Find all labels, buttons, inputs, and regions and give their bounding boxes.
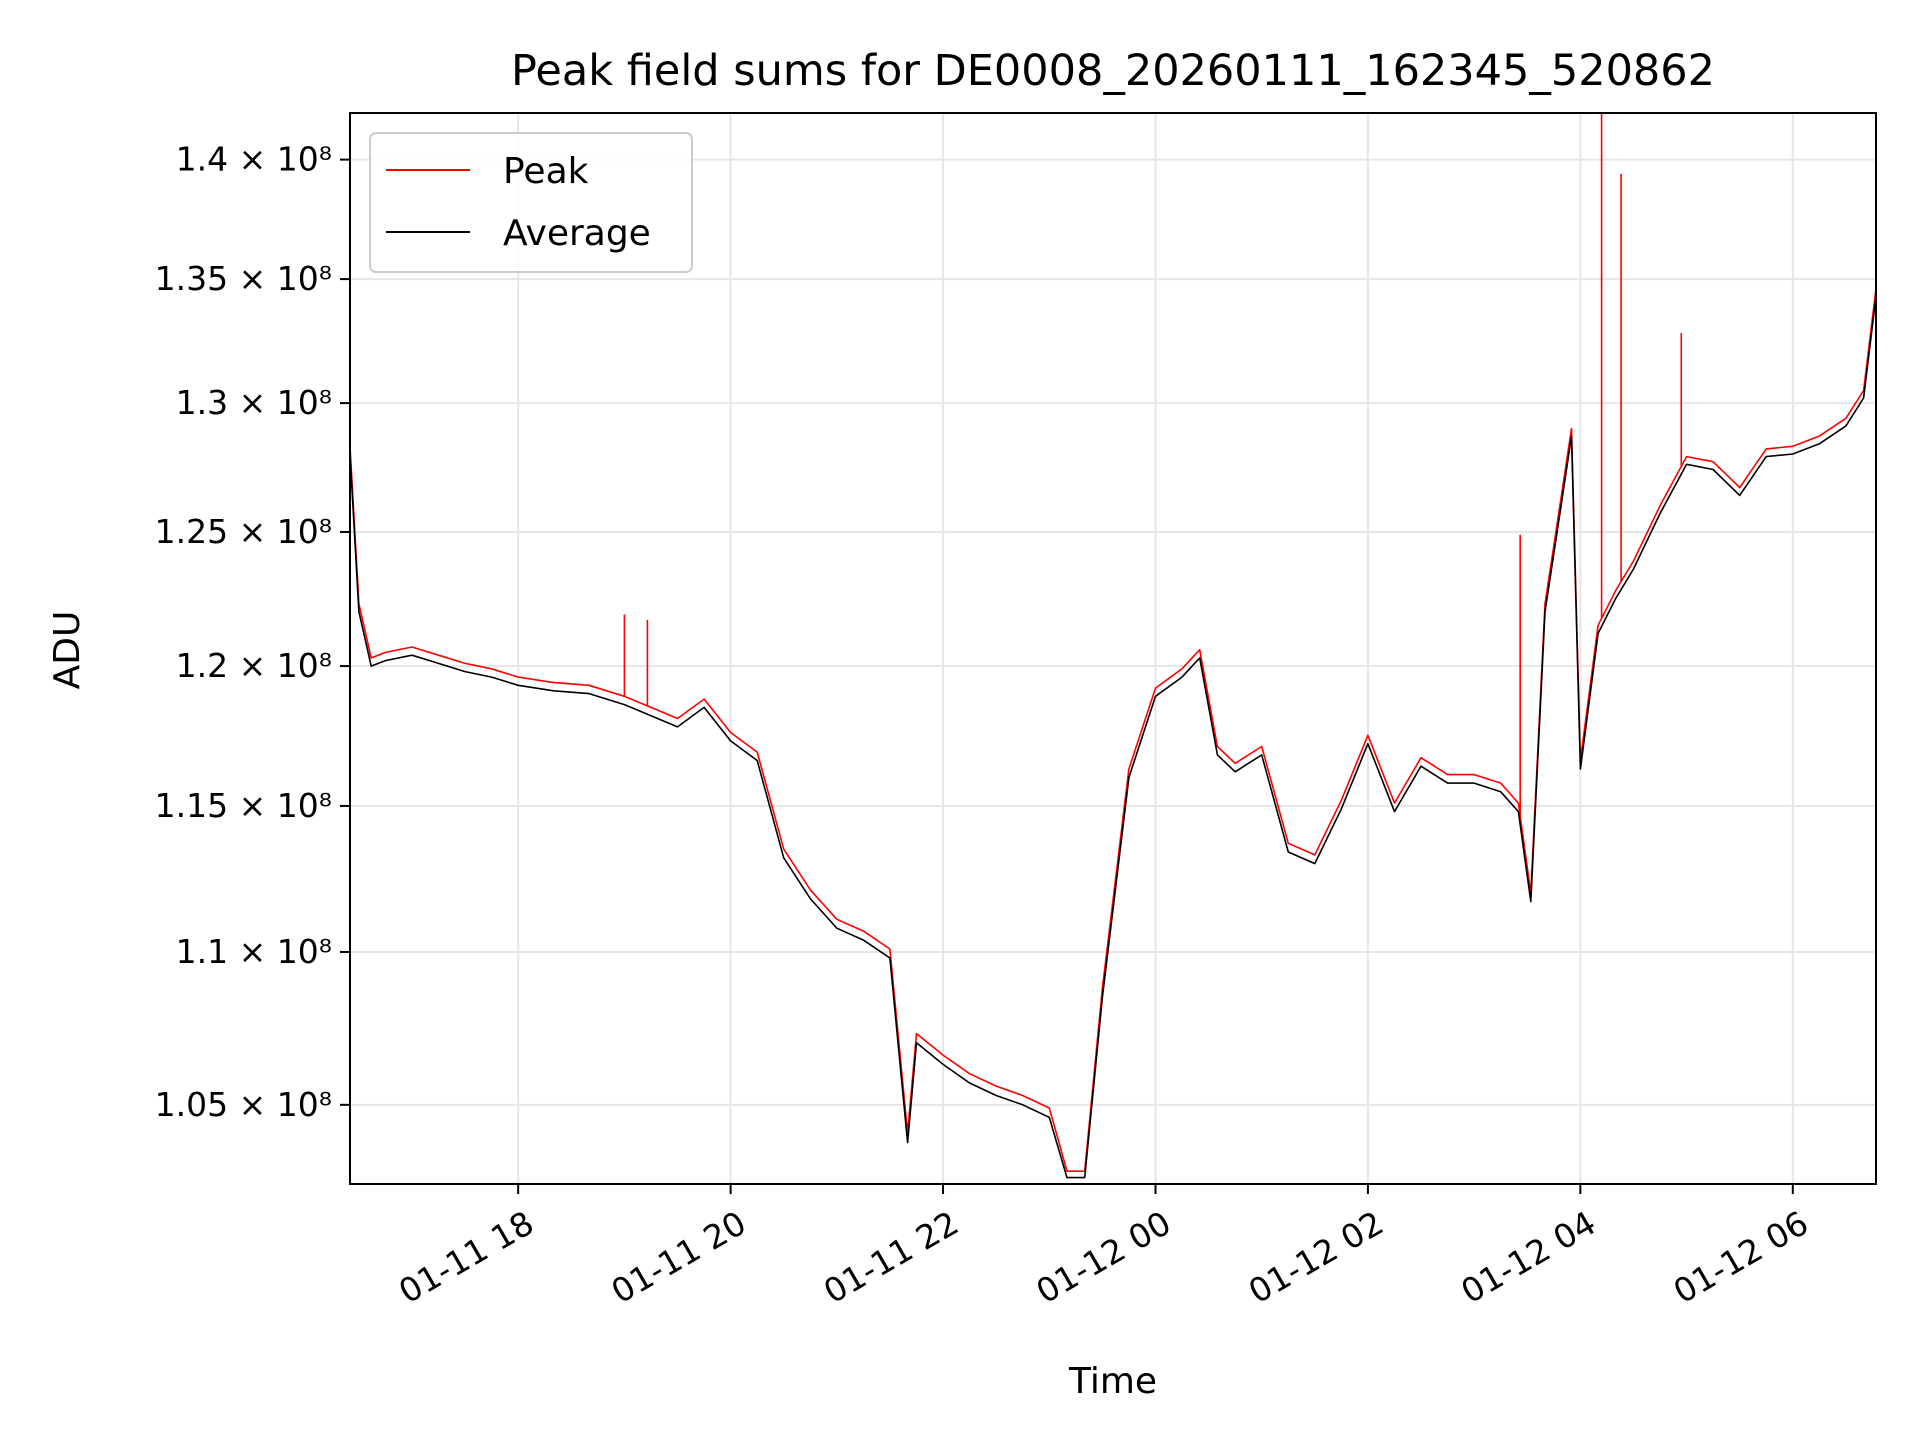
y-tick-label: 1.1 × 10⁸ [176,932,332,971]
y-axis-label: ADU [47,611,88,690]
y-tick-label: 1.05 × 10⁸ [155,1085,332,1124]
legend-label: Average [503,213,651,254]
y-axis: 1.05 × 10⁸ 1.1 × 10⁸ 1.15 × 10⁸ 1.2 × 10⁸ 1.… [155,140,350,1124]
legend: Peak Average [369,132,693,273]
x-tick-label: 01-12 06 [1667,1203,1815,1311]
x-tick-label: 01-12 04 [1454,1203,1602,1311]
y-tick-label: 1.15 × 10⁸ [155,786,332,825]
y-tick-label: 1.2 × 10⁸ [176,646,332,685]
x-tick-label: 01-12 02 [1242,1203,1390,1311]
plot-frame [349,112,1877,1185]
y-tick-label: 1.25 × 10⁸ [155,512,332,551]
x-tick-label: 01-11 20 [605,1203,753,1311]
plot-area [350,113,1876,1179]
y-tick-label: 1.4 × 10⁸ [176,140,332,179]
legend-label: Peak [503,151,589,192]
chart-title: Peak field sums for DE0008_20260111_1623… [511,46,1715,96]
legend-box [369,132,693,273]
grid-lines [350,113,1876,1184]
x-axis-label: Time [1068,1361,1157,1402]
x-tick-label: 01-12 00 [1029,1203,1177,1311]
series-line-peak [350,288,1876,1172]
y-tick-label: 1.35 × 10⁸ [155,259,332,298]
x-tick-label: 01-11 22 [817,1203,965,1311]
x-axis: 01-11 18 01-11 20 01-11 22 01-12 00 01-12 02… [392,1184,1815,1311]
x-tick-label: 01-11 18 [392,1203,540,1311]
series-line-average [350,296,1876,1179]
y-tick-label: 1.3 × 10⁸ [176,383,332,422]
